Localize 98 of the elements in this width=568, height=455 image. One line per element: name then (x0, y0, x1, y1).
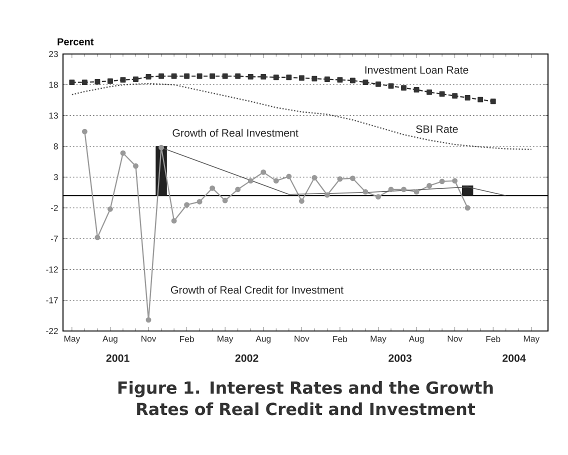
y-tick-label: 18 (49, 82, 58, 88)
point (388, 186, 394, 192)
point (210, 185, 216, 191)
x-tick-label: Nov (448, 336, 463, 342)
x-tick-label: Aug (102, 336, 118, 344)
point (69, 80, 75, 86)
point (273, 74, 279, 80)
y-tick-label: -2 (50, 204, 58, 211)
point (312, 175, 318, 180)
point (260, 74, 266, 80)
point (324, 192, 330, 198)
point (401, 186, 407, 192)
point (286, 174, 292, 180)
text: 2004 (502, 354, 526, 362)
point (439, 91, 445, 97)
point (478, 96, 484, 102)
point (146, 74, 152, 80)
point (439, 178, 445, 184)
point (133, 76, 138, 82)
x-tick-label: Feb (180, 336, 194, 342)
x-tick-label: Aug (256, 336, 271, 344)
y-tick-label: -17 (46, 297, 58, 304)
point (337, 176, 343, 182)
point (401, 85, 407, 91)
point (298, 198, 304, 204)
point (350, 176, 356, 182)
point (196, 73, 202, 79)
series-label: SBI Rate (416, 125, 458, 133)
point (414, 86, 420, 92)
series-label: Investment Loan Rate (365, 66, 468, 74)
point (490, 98, 496, 104)
point (235, 186, 241, 192)
point (222, 198, 228, 204)
point (376, 194, 381, 200)
point (171, 73, 177, 79)
text: 2001 (106, 354, 130, 362)
point (210, 73, 216, 79)
y-tick-label: -22 (46, 328, 58, 334)
point (286, 74, 292, 80)
point (184, 73, 190, 79)
point (350, 78, 356, 84)
y-axis-title: Percent (58, 38, 94, 46)
point (94, 78, 100, 84)
text: 2002 (235, 354, 258, 362)
point (107, 78, 113, 84)
point (452, 178, 458, 184)
point (82, 128, 88, 134)
point (376, 81, 381, 87)
x-tick-label: Feb (333, 336, 348, 342)
series-label: Growth of Real Credit for Investment (170, 286, 344, 294)
point (196, 199, 202, 204)
y-tick-label: -12 (46, 266, 58, 272)
x-tick-label: Aug (408, 336, 424, 344)
point (414, 189, 420, 195)
y-tick-label: 3 (54, 174, 58, 180)
text: 2003 (388, 354, 412, 362)
point (120, 150, 126, 156)
point (248, 178, 254, 184)
point (362, 189, 368, 195)
point (312, 76, 318, 82)
point (120, 77, 126, 83)
point (184, 202, 190, 208)
point (133, 163, 138, 169)
point (94, 234, 100, 240)
point (171, 218, 177, 224)
series-label: Growth of Real Investment (172, 128, 298, 137)
point (158, 144, 164, 150)
point (273, 178, 279, 184)
y-tick-label: 23 (49, 50, 58, 58)
x-tick-label: Feb (486, 336, 500, 342)
point (362, 80, 368, 86)
x-tick-label: Nov (142, 336, 156, 342)
x-tick-label: May (218, 336, 234, 344)
point (426, 89, 432, 95)
point (426, 183, 432, 188)
x-tick-label: May (64, 336, 80, 344)
point (452, 93, 458, 99)
point (464, 94, 470, 100)
point (158, 73, 164, 79)
point (260, 169, 266, 175)
text: Figure 1. Interest Rates and the Growth Rates of Real Credit and Investment (118, 381, 493, 416)
point (324, 76, 330, 82)
y-tick-label: 13 (49, 112, 58, 119)
y-tick-label: 8 (54, 143, 58, 150)
point (248, 74, 254, 80)
point (337, 77, 343, 83)
x-tick-label: May (370, 336, 386, 344)
point (82, 80, 88, 86)
point (222, 73, 228, 79)
x-tick-label: May (524, 336, 540, 344)
point (388, 83, 394, 89)
x-tick-label: Nov (294, 336, 310, 342)
point (107, 206, 113, 212)
point (298, 75, 304, 81)
point (146, 317, 152, 323)
point (464, 205, 470, 211)
y-tick-label: -7 (50, 236, 58, 242)
point (235, 73, 241, 79)
